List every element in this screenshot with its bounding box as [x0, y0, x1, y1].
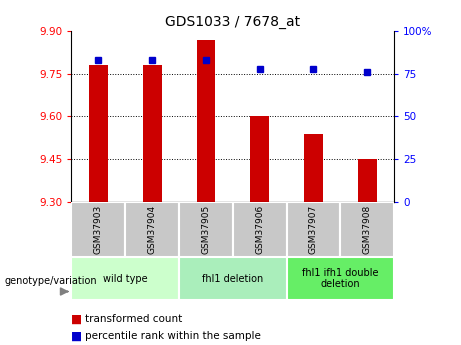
Text: GSM37908: GSM37908 — [363, 205, 372, 254]
Text: transformed count: transformed count — [85, 314, 183, 324]
Text: GSM37907: GSM37907 — [309, 205, 318, 254]
Bar — [358, 159, 377, 202]
Text: ■: ■ — [71, 313, 83, 326]
Text: GSM37903: GSM37903 — [94, 205, 103, 254]
Bar — [71, 257, 179, 300]
Text: ■: ■ — [71, 330, 83, 343]
Bar — [287, 202, 340, 257]
Bar — [340, 202, 394, 257]
Text: GSM37905: GSM37905 — [201, 205, 210, 254]
Bar — [287, 257, 394, 300]
Bar — [304, 134, 323, 202]
Bar — [125, 202, 179, 257]
Bar — [179, 257, 287, 300]
Title: GDS1033 / 7678_at: GDS1033 / 7678_at — [165, 14, 301, 29]
Text: GSM37906: GSM37906 — [255, 205, 264, 254]
Bar — [143, 65, 161, 202]
Bar — [233, 202, 287, 257]
Bar — [196, 40, 215, 202]
Text: GSM37904: GSM37904 — [148, 205, 157, 254]
Bar — [179, 202, 233, 257]
Text: fhl1 ifh1 double
deletion: fhl1 ifh1 double deletion — [302, 268, 378, 289]
Text: percentile rank within the sample: percentile rank within the sample — [85, 332, 261, 341]
Text: fhl1 deletion: fhl1 deletion — [202, 274, 263, 284]
Bar — [89, 65, 108, 202]
Text: wild type: wild type — [103, 274, 148, 284]
Bar — [250, 117, 269, 202]
Text: genotype/variation: genotype/variation — [5, 276, 97, 286]
Bar — [71, 202, 125, 257]
